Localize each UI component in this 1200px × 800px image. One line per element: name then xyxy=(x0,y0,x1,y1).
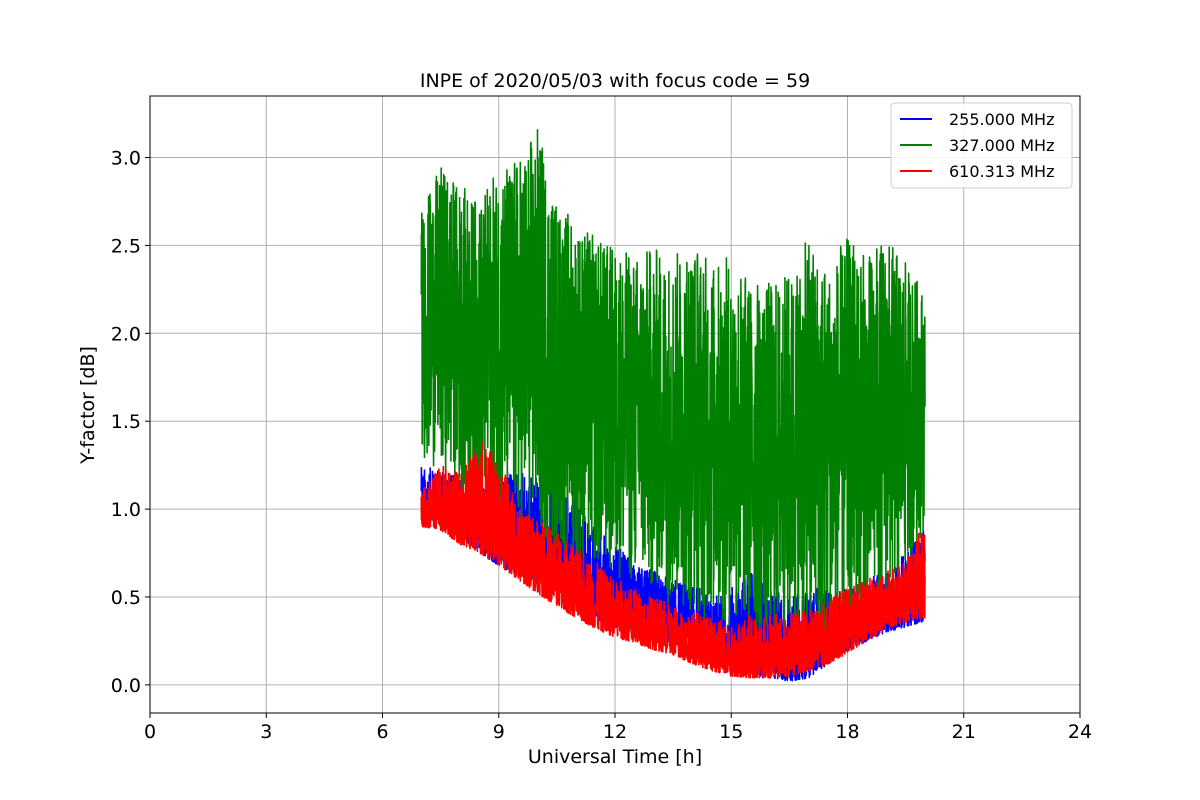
y-tick-label: 1.5 xyxy=(111,411,141,433)
x-tick-label: 12 xyxy=(603,721,627,743)
legend-label: 610.313 MHz xyxy=(949,162,1054,181)
legend-box xyxy=(890,102,1073,189)
y-tick-label: 2.0 xyxy=(111,323,141,345)
legend-label: 255.000 MHz xyxy=(949,110,1054,129)
x-tick-label: 24 xyxy=(1068,721,1092,743)
x-axis: 0 3 6 9 12 15 18 21 24 xyxy=(144,713,1092,743)
x-tick-label: 15 xyxy=(719,721,743,743)
chart-title: INPE of 2020/05/03 with focus code = 59 xyxy=(420,70,810,92)
legend: 255.000 MHz 327.000 MHz 610.313 MHz xyxy=(890,102,1073,189)
series-line-327-000-mhz xyxy=(420,129,926,658)
y-tick-label: 2.5 xyxy=(111,235,141,257)
series-line-610-313-mhz xyxy=(420,441,926,679)
plot-series xyxy=(420,129,926,682)
x-tick-label: 0 xyxy=(144,721,156,743)
y-tick-label: 1.0 xyxy=(111,499,141,521)
x-tick-label: 3 xyxy=(260,721,272,743)
y-axis-label: Y-factor [dB] xyxy=(77,346,99,465)
y-tick-label: 3.0 xyxy=(111,148,141,170)
y-tick-label: 0.0 xyxy=(111,675,141,697)
x-axis-label: Universal Time [h] xyxy=(528,746,702,768)
x-tick-label: 9 xyxy=(493,721,505,743)
x-tick-label: 18 xyxy=(835,721,859,743)
x-tick-label: 6 xyxy=(376,721,388,743)
y-axis: 0.0 0.5 1.0 1.5 2.0 2.5 3.0 xyxy=(111,148,150,697)
y-tick-label: 0.5 xyxy=(111,587,141,609)
legend-label: 327.000 MHz xyxy=(949,136,1054,155)
x-tick-label: 21 xyxy=(952,721,976,743)
